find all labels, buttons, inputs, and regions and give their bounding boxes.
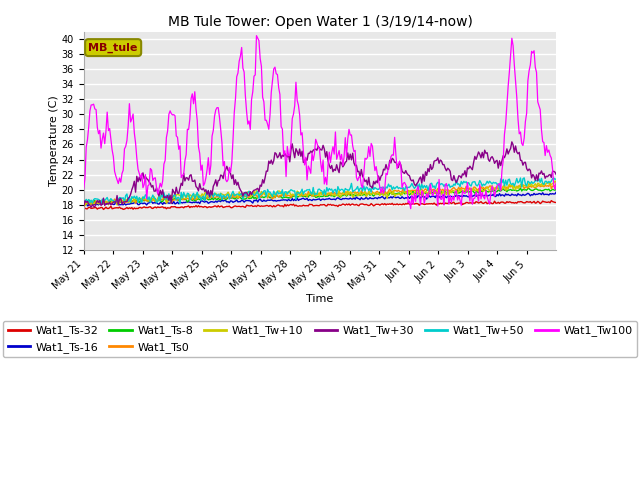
- Wat1_Tw100: [96, 127, 104, 133]
- Title: MB Tule Tower: Open Water 1 (3/19/14-now): MB Tule Tower: Open Water 1 (3/19/14-now…: [168, 15, 472, 29]
- Wat1_Tw+50: [80, 198, 88, 204]
- Wat1_Ts-8: [488, 188, 496, 194]
- Wat1_Tw+50: [488, 181, 496, 187]
- Wat1_Tw100: [419, 190, 427, 195]
- Wat1_Ts0: [80, 199, 88, 205]
- Wat1_Ts-8: [418, 191, 426, 197]
- Line: Wat1_Tw+30: Wat1_Tw+30: [84, 142, 556, 207]
- Wat1_Tw+10: [97, 198, 105, 204]
- Wat1_Ts-32: [418, 201, 426, 206]
- Wat1_Ts-32: [96, 205, 104, 211]
- Wat1_Ts-8: [324, 193, 332, 199]
- Wat1_Ts0: [547, 180, 554, 185]
- Wat1_Ts-16: [97, 202, 105, 207]
- Line: Wat1_Tw+10: Wat1_Tw+10: [84, 181, 556, 205]
- Wat1_Tw+50: [96, 198, 104, 204]
- Wat1_Ts-8: [516, 185, 524, 191]
- Wat1_Tw+30: [80, 203, 88, 209]
- Line: Wat1_Ts-8: Wat1_Ts-8: [84, 188, 556, 204]
- Wat1_Ts-32: [488, 201, 496, 206]
- Wat1_Ts-32: [552, 200, 560, 205]
- Wat1_Ts-16: [550, 191, 557, 197]
- X-axis label: Time: Time: [307, 294, 333, 304]
- Wat1_Tw+50: [520, 175, 528, 181]
- Wat1_Tw+10: [80, 201, 88, 206]
- Wat1_Tw+30: [551, 169, 559, 175]
- Wat1_Ts0: [96, 200, 104, 206]
- Wat1_Tw+30: [508, 139, 516, 145]
- Wat1_Tw+50: [176, 201, 184, 206]
- Wat1_Ts-16: [552, 189, 560, 195]
- Wat1_Ts-16: [84, 203, 92, 209]
- Wat1_Ts-32: [80, 206, 88, 212]
- Wat1_Tw+30: [552, 172, 560, 178]
- Wat1_Tw+10: [488, 183, 496, 189]
- Wat1_Ts0: [488, 187, 496, 192]
- Wat1_Ts-16: [418, 194, 426, 200]
- Wat1_Ts-8: [97, 200, 105, 205]
- Wat1_Tw+10: [551, 178, 559, 184]
- Wat1_Ts0: [112, 199, 120, 205]
- Wat1_Tw+10: [418, 193, 426, 199]
- Legend: Wat1_Ts-32, Wat1_Ts-16, Wat1_Ts-8, Wat1_Ts0, Wat1_Tw+10, Wat1_Tw+30, Wat1_Tw+50,: Wat1_Ts-32, Wat1_Ts-16, Wat1_Ts-8, Wat1_…: [3, 321, 637, 357]
- Wat1_Tw100: [407, 206, 415, 212]
- Wat1_Ts0: [552, 181, 560, 187]
- Wat1_Tw100: [551, 187, 559, 192]
- Wat1_Tw100: [80, 186, 88, 192]
- Wat1_Tw+30: [418, 180, 426, 186]
- Wat1_Ts-32: [112, 205, 120, 211]
- Wat1_Ts0: [324, 190, 332, 196]
- Wat1_Tw+50: [551, 177, 559, 182]
- Wat1_Tw+30: [324, 158, 332, 164]
- Wat1_Tw+50: [418, 181, 426, 187]
- Wat1_Tw+10: [324, 191, 332, 197]
- Wat1_Tw+50: [324, 188, 332, 194]
- Line: Wat1_Ts0: Wat1_Ts0: [84, 182, 556, 204]
- Line: Wat1_Tw100: Wat1_Tw100: [84, 36, 556, 209]
- Wat1_Ts-32: [324, 202, 332, 207]
- Wat1_Tw100: [253, 33, 260, 38]
- Wat1_Tw+30: [97, 203, 105, 208]
- Line: Wat1_Tw+50: Wat1_Tw+50: [84, 178, 556, 204]
- Wat1_Ts-8: [112, 199, 120, 205]
- Wat1_Ts-16: [112, 199, 120, 204]
- Text: MB_tule: MB_tule: [88, 42, 138, 53]
- Wat1_Ts0: [418, 187, 426, 192]
- Wat1_Ts-16: [488, 192, 496, 198]
- Wat1_Tw+30: [87, 204, 95, 210]
- Wat1_Tw+30: [488, 154, 496, 159]
- Wat1_Ts0: [551, 182, 559, 188]
- Wat1_Tw+30: [112, 200, 120, 205]
- Wat1_Tw+10: [552, 180, 560, 186]
- Wat1_Tw100: [552, 180, 560, 185]
- Y-axis label: Temperature (C): Temperature (C): [49, 96, 59, 186]
- Wat1_Ts-8: [83, 201, 90, 207]
- Line: Wat1_Ts-16: Wat1_Ts-16: [84, 192, 556, 206]
- Wat1_Tw+10: [550, 180, 557, 186]
- Wat1_Ts-32: [547, 198, 555, 204]
- Wat1_Ts-16: [324, 196, 332, 202]
- Wat1_Ts-32: [551, 200, 559, 205]
- Wat1_Ts0: [101, 202, 109, 207]
- Wat1_Ts-16: [80, 200, 88, 206]
- Wat1_Tw+10: [112, 197, 120, 203]
- Wat1_Ts-8: [552, 186, 560, 192]
- Line: Wat1_Ts-32: Wat1_Ts-32: [84, 201, 556, 209]
- Wat1_Tw100: [324, 162, 332, 168]
- Wat1_Ts-8: [551, 187, 559, 193]
- Wat1_Tw100: [490, 186, 497, 192]
- Wat1_Tw100: [111, 168, 118, 174]
- Wat1_Ts-32: [100, 206, 108, 212]
- Wat1_Tw+50: [552, 176, 560, 181]
- Wat1_Tw+50: [111, 199, 118, 205]
- Wat1_Ts-8: [80, 200, 88, 206]
- Wat1_Tw+10: [81, 203, 89, 208]
